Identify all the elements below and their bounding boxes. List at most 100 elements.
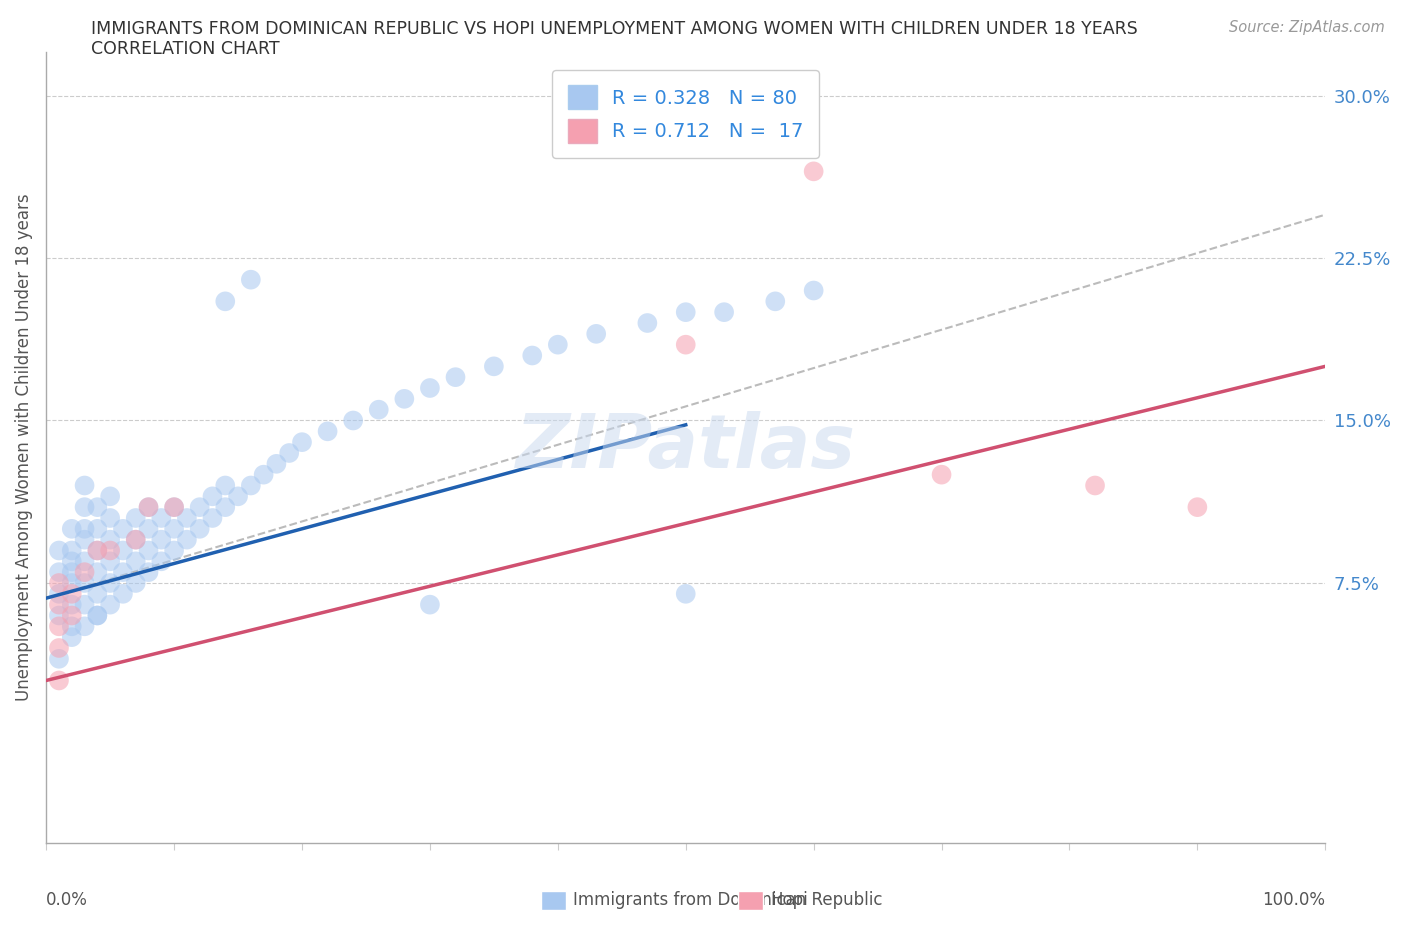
Point (214, 499, 236, 514)
Point (342, 413, 364, 428)
Point (522, 348, 544, 363)
Point (226, 489, 249, 504)
Point (48, 673, 70, 688)
Point (86, 543, 108, 558)
Point (48, 651, 70, 666)
Point (125, 511, 148, 525)
Point (73, 522, 96, 537)
Point (48, 608, 70, 623)
Point (419, 597, 441, 612)
Point (98, 511, 121, 525)
Point (60, 522, 83, 537)
Point (176, 532, 198, 547)
Point (48, 587, 70, 602)
Point (86, 565, 108, 579)
Point (73, 499, 96, 514)
Point (675, 305, 697, 320)
Point (73, 478, 96, 493)
Point (138, 565, 160, 579)
Point (1187, 499, 1209, 514)
Point (86, 543, 108, 558)
Point (1084, 478, 1107, 493)
Text: CORRELATION CHART: CORRELATION CHART (91, 40, 280, 58)
Point (803, 164, 825, 179)
Point (73, 554, 96, 569)
Point (239, 272, 262, 287)
Point (138, 543, 160, 558)
Point (48, 543, 70, 558)
Point (931, 467, 953, 482)
Text: IMMIGRANTS FROM DOMINICAN REPUBLIC VS HOPI UNEMPLOYMENT AMONG WOMEN WITH CHILDRE: IMMIGRANTS FROM DOMINICAN REPUBLIC VS HO… (91, 20, 1137, 38)
Point (111, 565, 134, 579)
Point (163, 499, 186, 514)
Point (98, 576, 121, 591)
Point (73, 532, 96, 547)
Point (98, 554, 121, 569)
Point (367, 402, 389, 417)
Point (48, 576, 70, 591)
Point (214, 294, 236, 309)
Text: 0.0%: 0.0% (46, 891, 89, 909)
Text: Immigrants from Dominican Republic: Immigrants from Dominican Republic (574, 891, 883, 910)
Point (214, 478, 236, 493)
Point (138, 499, 160, 514)
Point (176, 511, 198, 525)
Point (73, 565, 96, 579)
Point (444, 370, 467, 385)
Point (636, 315, 658, 330)
Point (60, 565, 83, 579)
Text: ZIPatlas: ZIPatlas (516, 411, 856, 485)
Legend: R = 0.328   N = 80, R = 0.712   N =  17: R = 0.328 N = 80, R = 0.712 N = 17 (553, 70, 820, 158)
Point (138, 522, 160, 537)
Point (585, 326, 607, 341)
Point (111, 543, 134, 558)
Point (803, 283, 825, 298)
Point (163, 522, 186, 537)
Point (98, 597, 121, 612)
Point (98, 489, 121, 504)
Point (713, 305, 735, 320)
Point (111, 587, 134, 602)
Point (316, 424, 339, 439)
Point (201, 511, 224, 525)
Point (150, 554, 173, 569)
Y-axis label: Unemployment Among Women with Children Under 18 years: Unemployment Among Women with Children U… (15, 193, 32, 701)
Point (86, 587, 108, 602)
Point (278, 445, 301, 460)
Point (150, 511, 173, 525)
Point (163, 543, 186, 558)
Point (201, 489, 224, 504)
Point (394, 392, 416, 406)
Point (98, 532, 121, 547)
Point (73, 576, 96, 591)
Point (48, 641, 70, 656)
Point (60, 587, 83, 602)
Point (86, 522, 108, 537)
Text: 100.0%: 100.0% (1263, 891, 1326, 909)
Point (163, 499, 186, 514)
Point (266, 457, 288, 472)
Point (86, 608, 108, 623)
Point (60, 608, 83, 623)
Point (253, 467, 276, 482)
Point (763, 294, 786, 309)
Point (60, 618, 83, 633)
Point (73, 618, 96, 633)
Point (86, 608, 108, 623)
Point (125, 576, 148, 591)
Point (48, 597, 70, 612)
Point (60, 630, 83, 644)
Point (125, 532, 148, 547)
Text: Hopi: Hopi (770, 891, 808, 910)
Point (675, 587, 697, 602)
Point (48, 618, 70, 633)
Point (60, 543, 83, 558)
Point (125, 554, 148, 569)
Point (291, 434, 314, 449)
Point (73, 597, 96, 612)
Point (675, 338, 697, 352)
Point (60, 554, 83, 569)
Point (48, 565, 70, 579)
Point (98, 543, 121, 558)
Point (125, 532, 148, 547)
